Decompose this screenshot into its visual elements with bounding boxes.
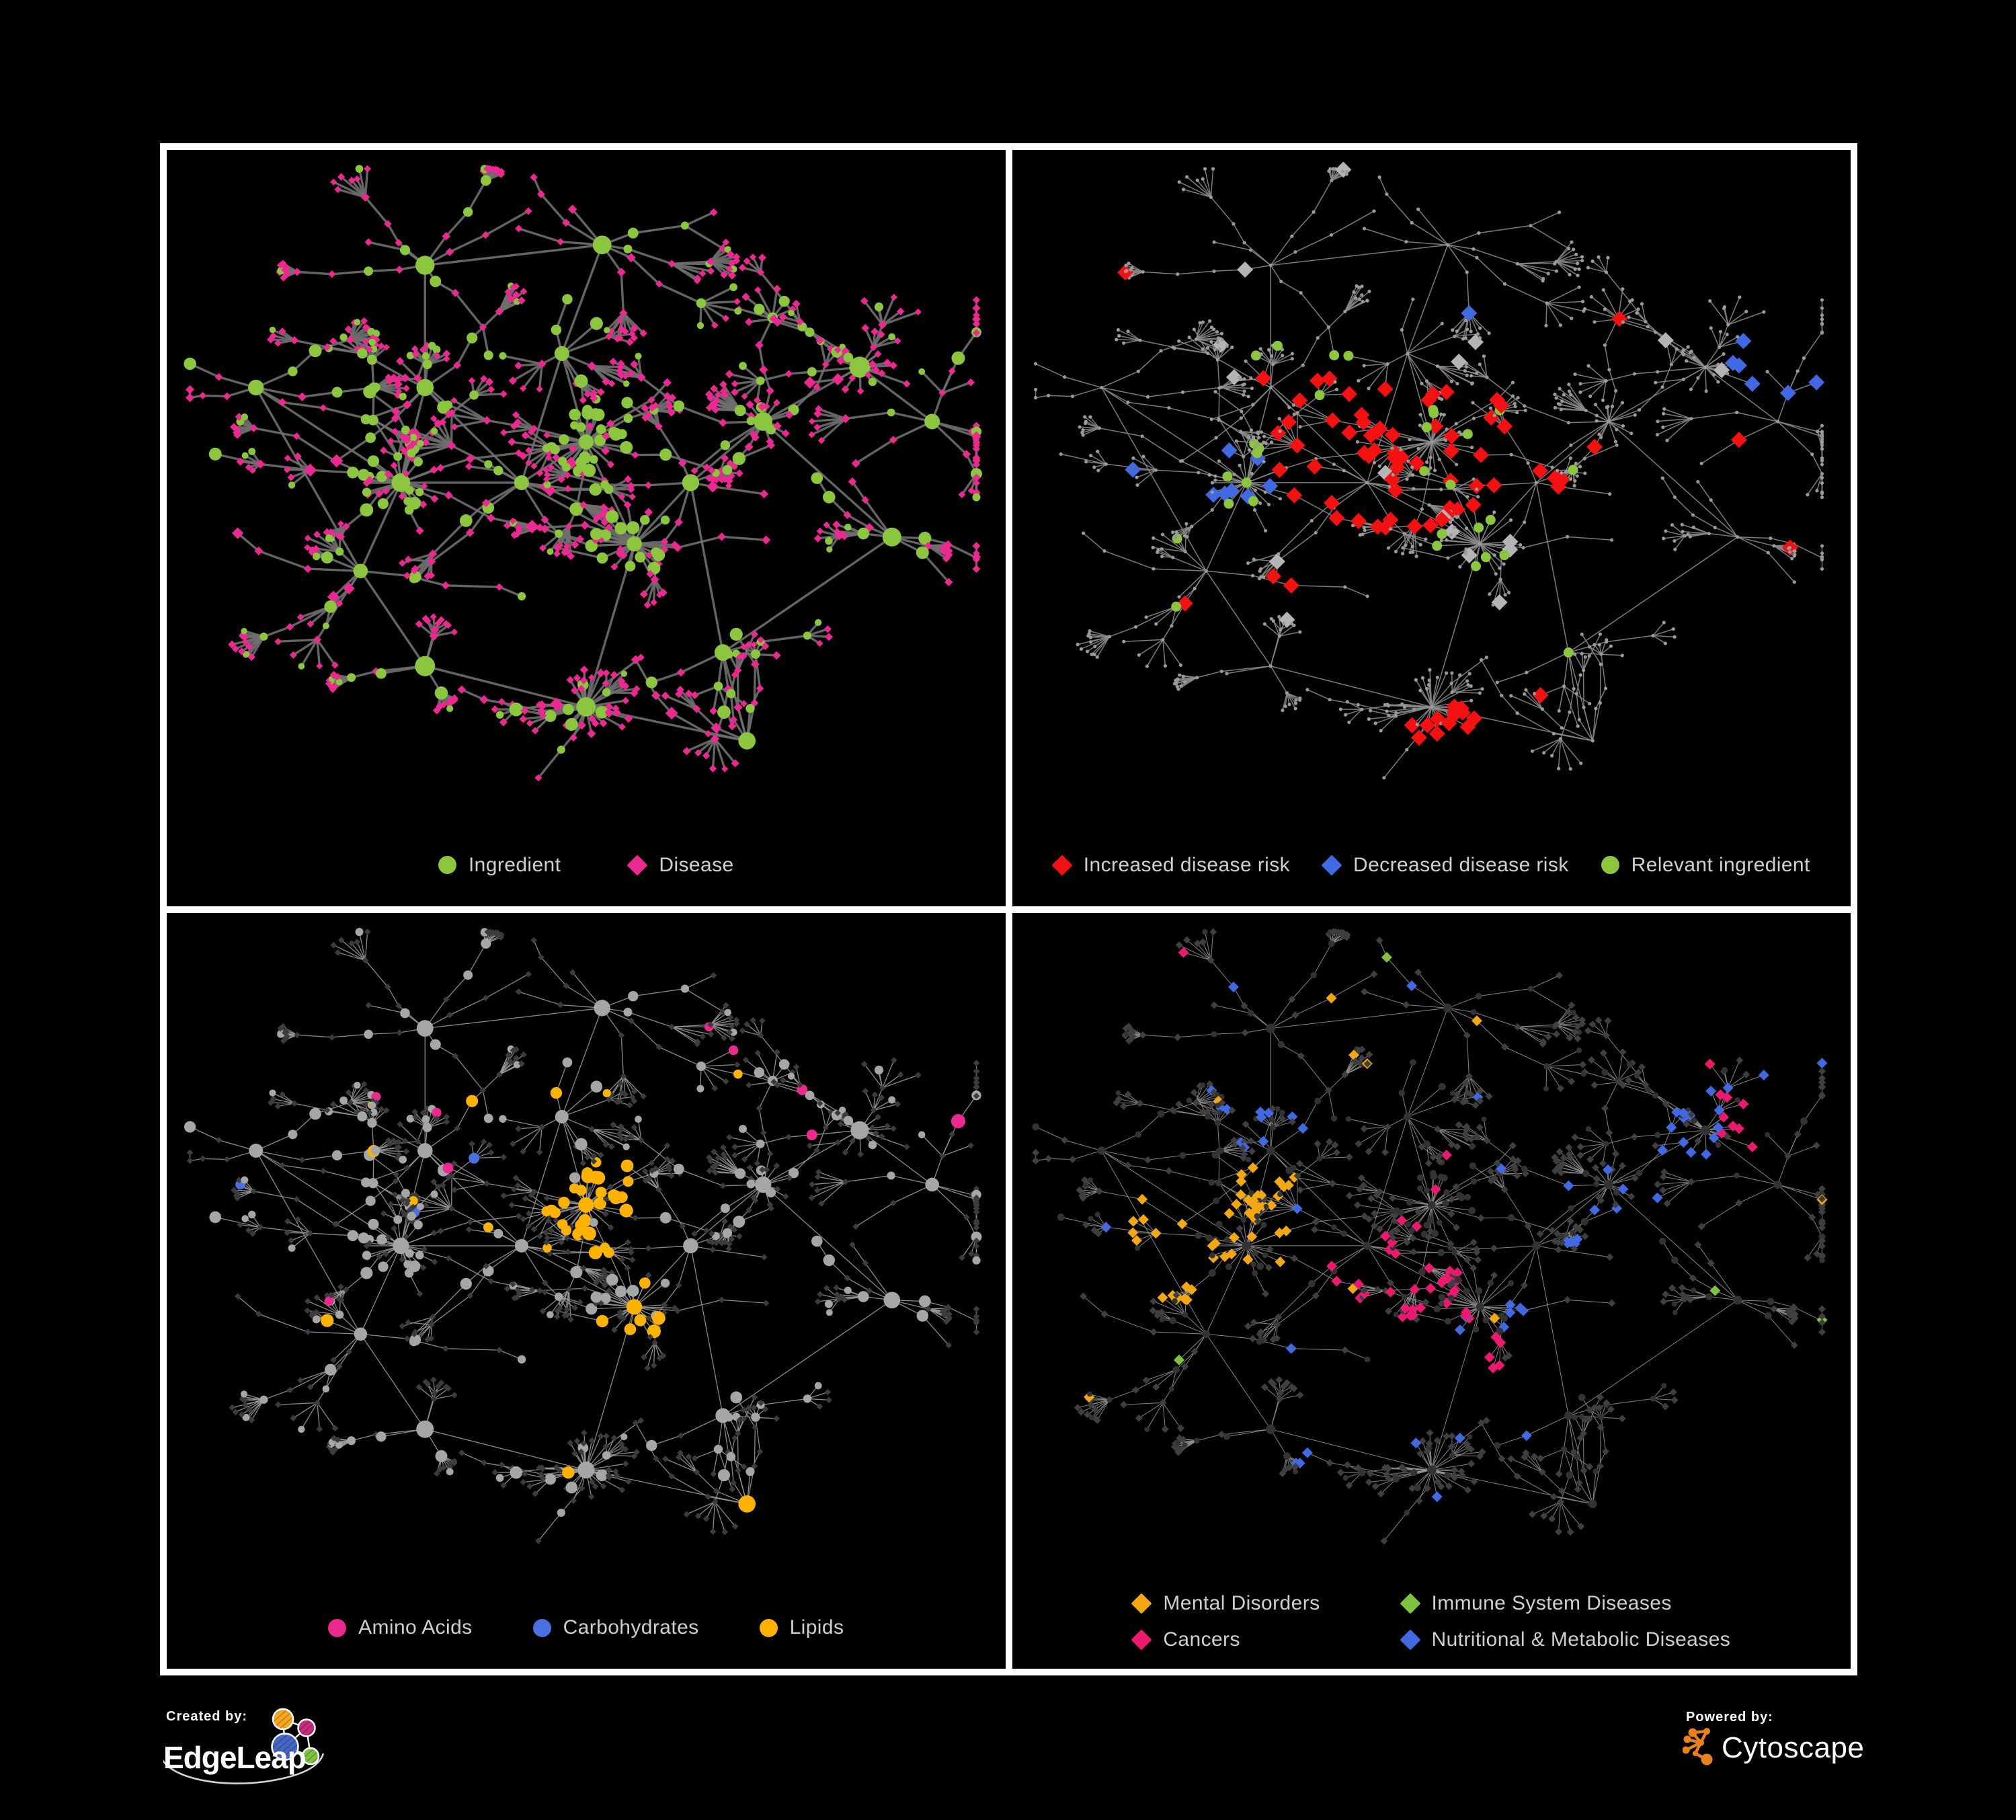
circle-marker-icon xyxy=(438,856,456,874)
legend-item: Mental Disorders xyxy=(1131,1592,1320,1615)
legend-ingredient-disease: Ingredient Disease xyxy=(167,854,1006,877)
panel-disease-risk: Increased disease risk Decreased disease … xyxy=(1012,150,1851,906)
diamond-marker-icon xyxy=(1051,854,1073,876)
edgeleap-glyph-nodes xyxy=(271,1708,320,1766)
network-disease-risk xyxy=(1033,161,1824,780)
circle-marker-icon xyxy=(328,1618,347,1637)
cytoscape-wordmark: Cytoscape xyxy=(1722,1731,1864,1764)
panel-grid: Ingredient Disease Increased disease risk… xyxy=(160,143,1857,1675)
diamond-marker-icon xyxy=(1321,854,1342,876)
legend-item: Nutritional & Metabolic Diseases xyxy=(1399,1628,1731,1651)
legend-label: Relevant ingredient xyxy=(1631,853,1810,876)
edgeleap-wordmark: EdgeLeap xyxy=(163,1740,306,1775)
panel-macronutrients: Amino Acids Carbohydrates Lipids xyxy=(167,912,1006,1669)
legend-item: Relevant ingredient xyxy=(1601,854,1810,877)
legend-item: Cancers xyxy=(1131,1628,1320,1651)
legend-label: Decreased disease risk xyxy=(1353,853,1569,876)
network-ingredient-disease xyxy=(184,165,982,782)
network-macronutrients xyxy=(184,927,982,1544)
legend-item: Amino Acids xyxy=(328,1616,472,1639)
circle-marker-icon xyxy=(532,1618,551,1637)
cytoscape-logo: Powered by: Cytoscape xyxy=(1682,1710,1864,1766)
edgeleap-logo: Created by: EdgeLeap xyxy=(159,1708,325,1784)
diamond-marker-icon xyxy=(1131,1593,1152,1614)
legend-disease-categories: Mental Disorders Immune System Diseases Ca… xyxy=(1012,1592,1851,1651)
legend-label: Lipids xyxy=(789,1616,844,1638)
legend-item: Lipids xyxy=(759,1616,844,1639)
diamond-marker-icon xyxy=(1399,1629,1421,1651)
legend-item: Disease xyxy=(627,853,734,877)
panel-disease-categories: Mental Disorders Immune System Diseases Ca… xyxy=(1012,912,1851,1669)
legend-label: Immune System Diseases xyxy=(1431,1592,1672,1614)
legend-disease-risk: Increased disease risk Decreased disease … xyxy=(1012,854,1851,877)
circle-marker-icon xyxy=(759,1618,778,1637)
legend-label: Carbohydrates xyxy=(563,1616,699,1638)
created-by-label: Created by: xyxy=(166,1709,247,1724)
diamond-marker-icon xyxy=(1399,1593,1421,1614)
legend-label: Nutritional & Metabolic Diseases xyxy=(1431,1628,1731,1651)
legend-label: Cancers xyxy=(1163,1628,1240,1651)
cytoscape-glyph xyxy=(1682,1728,1713,1766)
legend-label: Disease xyxy=(659,853,734,876)
circle-marker-icon xyxy=(1601,856,1619,874)
legend-item: Immune System Diseases xyxy=(1399,1592,1731,1615)
edgeleap-swoosh xyxy=(159,1753,325,1784)
legend-label: Amino Acids xyxy=(358,1616,473,1638)
legend-label: Increased disease risk xyxy=(1083,853,1291,876)
legend-label: Ingredient xyxy=(468,853,561,876)
cytoscape-credit: Powered by: Cytoscape xyxy=(1682,1709,1871,1780)
edgeleap-credit: Created by: EdgeLeap xyxy=(159,1706,352,1811)
network-disease-categories xyxy=(1031,928,1827,1544)
legend-label: Mental Disorders xyxy=(1163,1592,1320,1614)
powered-by-label: Powered by: xyxy=(1686,1710,1773,1725)
legend-item: Decreased disease risk xyxy=(1321,853,1569,877)
legend-item: Ingredient xyxy=(438,854,561,877)
legend-item: Carbohydrates xyxy=(532,1616,699,1639)
panel-ingredient-disease: Ingredient Disease xyxy=(167,150,1006,906)
legend-macronutrients: Amino Acids Carbohydrates Lipids xyxy=(167,1616,1006,1639)
diamond-marker-icon xyxy=(1131,1629,1152,1651)
legend-item: Increased disease risk xyxy=(1051,853,1291,877)
diamond-marker-icon xyxy=(627,854,648,876)
